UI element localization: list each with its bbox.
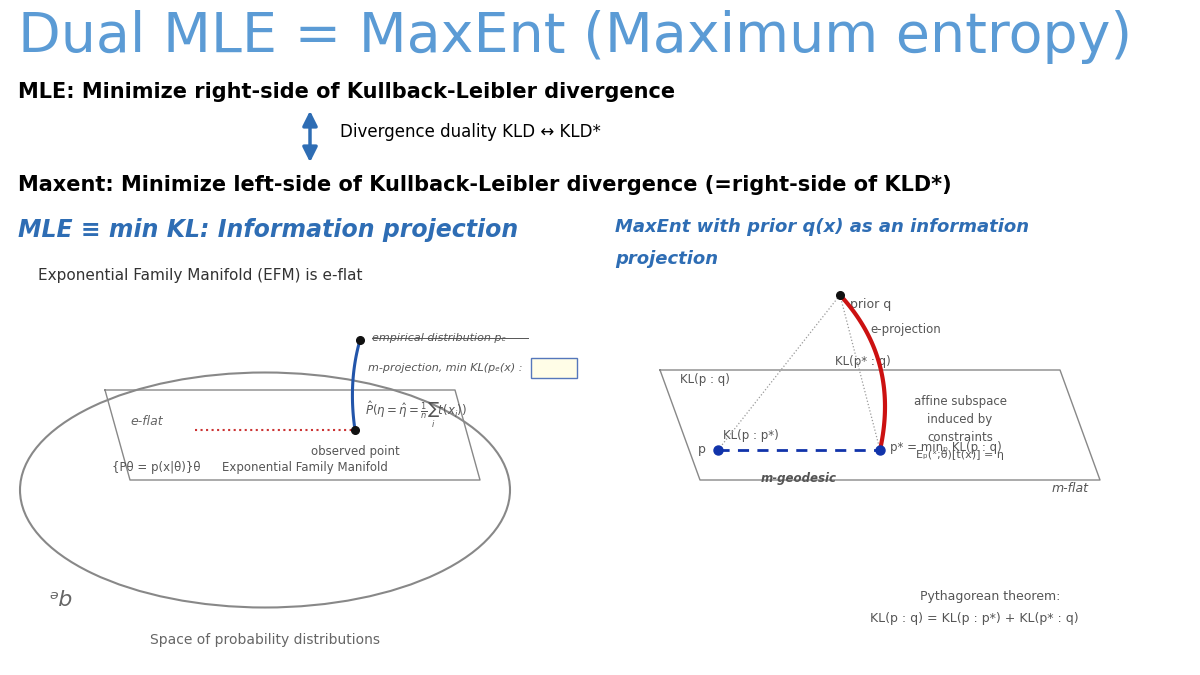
Text: m-flat: m-flat xyxy=(1051,482,1088,495)
Text: p: p xyxy=(698,443,706,456)
Text: empirical distribution pₑ: empirical distribution pₑ xyxy=(372,333,506,343)
Text: p* = minₚ KL(p : q): p* = minₚ KL(p : q) xyxy=(890,441,1002,454)
Text: $\hat{P}(\eta = \hat{\eta} = \frac{1}{n}\sum_i t(x_i))$: $\hat{P}(\eta = \hat{\eta} = \frac{1}{n}… xyxy=(365,400,467,430)
Text: KL(p : q) = KL(p : p*) + KL(p* : q): KL(p : q) = KL(p : p*) + KL(p* : q) xyxy=(870,612,1079,625)
Text: affine subspace: affine subspace xyxy=(913,395,1007,408)
Text: constraints: constraints xyxy=(928,431,992,444)
Text: m-projection, min KL(pₑ(x) :: m-projection, min KL(pₑ(x) : xyxy=(368,363,522,373)
Text: Maxent: Minimize left-side of Kullback-Leibler divergence (=right-side of KLD*): Maxent: Minimize left-side of Kullback-L… xyxy=(18,175,952,195)
FancyBboxPatch shape xyxy=(530,358,577,378)
Text: ᵊb: ᵊb xyxy=(50,590,73,610)
Text: KL(p : p*): KL(p : p*) xyxy=(722,429,779,441)
Text: Dual MLE = MaxEnt (Maximum entropy): Dual MLE = MaxEnt (Maximum entropy) xyxy=(18,10,1132,64)
Text: Exponential Family Manifold (EFM) is e-flat: Exponential Family Manifold (EFM) is e-f… xyxy=(38,268,362,283)
Text: MLE ≡ min KL: Information projection: MLE ≡ min KL: Information projection xyxy=(18,218,518,242)
Text: {Pθ = p(x|θ)}θ: {Pθ = p(x|θ)}θ xyxy=(112,462,200,475)
Text: prior q: prior q xyxy=(850,298,892,311)
Text: KL(p* : q): KL(p* : q) xyxy=(835,356,890,369)
Text: Exponential Family Manifold: Exponential Family Manifold xyxy=(222,462,388,475)
Text: pθ(x): pθ(x) xyxy=(535,363,564,373)
Text: Space of probability distributions: Space of probability distributions xyxy=(150,633,380,647)
Text: Pythagorean theorem:: Pythagorean theorem: xyxy=(920,590,1061,603)
Text: Eₚ(ˣ;θ)[t(x)] = η: Eₚ(ˣ;θ)[t(x)] = η xyxy=(916,450,1004,460)
Text: projection: projection xyxy=(616,250,718,268)
Text: observed point: observed point xyxy=(311,445,400,458)
Text: Divergence duality KLD ↔ KLD*: Divergence duality KLD ↔ KLD* xyxy=(340,123,601,141)
Text: MLE: Minimize right-side of Kullback-Leibler divergence: MLE: Minimize right-side of Kullback-Lei… xyxy=(18,82,676,102)
Text: MaxEnt with prior q(x) as an information: MaxEnt with prior q(x) as an information xyxy=(616,218,1030,236)
Text: e-flat: e-flat xyxy=(130,415,163,428)
Text: e-projection: e-projection xyxy=(870,323,941,337)
Text: KL(p : q): KL(p : q) xyxy=(680,373,730,387)
Text: induced by: induced by xyxy=(928,413,992,426)
Text: m-geodesic: m-geodesic xyxy=(761,472,838,485)
FancyArrowPatch shape xyxy=(304,115,316,159)
